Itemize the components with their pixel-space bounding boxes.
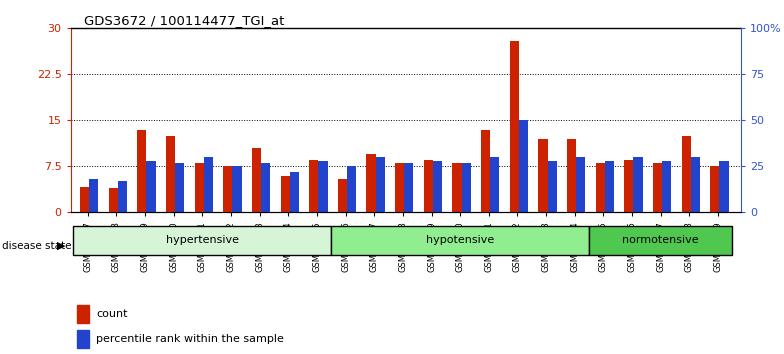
Bar [653, 163, 662, 212]
Bar [576, 157, 586, 212]
Bar [395, 163, 405, 212]
Bar [175, 163, 184, 212]
Text: GDS3672 / 100114477_TGI_at: GDS3672 / 100114477_TGI_at [84, 14, 285, 27]
Bar [147, 161, 156, 212]
Bar [318, 161, 328, 212]
Bar [633, 157, 643, 212]
Bar [424, 160, 433, 212]
Bar [118, 181, 127, 212]
Bar [539, 139, 547, 212]
Bar [589, 227, 732, 255]
Bar [490, 157, 499, 212]
Bar [510, 41, 519, 212]
Bar [232, 166, 241, 212]
Bar [567, 139, 576, 212]
Text: normotensive: normotensive [622, 235, 699, 245]
Bar [223, 166, 232, 212]
Bar [80, 187, 89, 212]
Bar [604, 161, 614, 212]
Text: hypertensive: hypertensive [166, 235, 239, 245]
Bar [252, 148, 261, 212]
Bar [204, 157, 213, 212]
Bar [376, 157, 385, 212]
Text: percentile rank within the sample: percentile rank within the sample [96, 334, 284, 344]
Bar [261, 163, 270, 212]
Bar [519, 120, 528, 212]
Bar [281, 176, 290, 212]
Text: disease state: disease state [2, 241, 72, 251]
Bar [78, 330, 89, 348]
Bar [681, 136, 691, 212]
Bar [452, 163, 462, 212]
Bar [78, 305, 89, 323]
Bar [691, 157, 700, 212]
Bar [547, 161, 557, 212]
Bar [74, 227, 331, 255]
Bar [433, 161, 442, 212]
Text: count: count [96, 309, 128, 319]
Bar [662, 161, 671, 212]
Bar [710, 166, 720, 212]
Bar [405, 163, 413, 212]
Bar [309, 160, 318, 212]
Bar [720, 161, 728, 212]
Bar [331, 227, 589, 255]
Bar [481, 130, 490, 212]
Bar [338, 179, 347, 212]
Bar [290, 172, 299, 212]
Bar [624, 160, 633, 212]
Bar [596, 163, 604, 212]
Text: ▶: ▶ [57, 241, 66, 251]
Bar [462, 163, 470, 212]
Bar [194, 163, 204, 212]
Bar [347, 166, 356, 212]
Text: hypotensive: hypotensive [426, 235, 494, 245]
Bar [89, 179, 98, 212]
Bar [366, 154, 376, 212]
Bar [137, 130, 147, 212]
Bar [166, 136, 175, 212]
Bar [109, 188, 118, 212]
